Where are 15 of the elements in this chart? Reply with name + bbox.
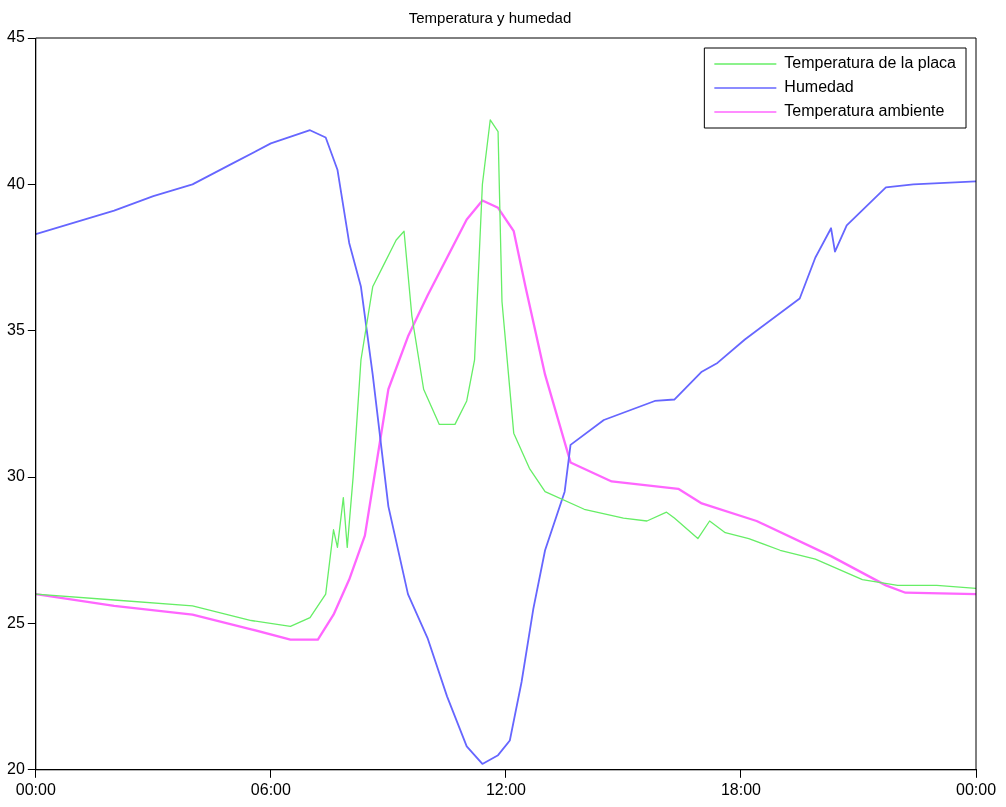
y-tick-label: 20 xyxy=(7,760,25,778)
y-tick-label: 25 xyxy=(7,613,25,631)
y-tick-label: 30 xyxy=(7,467,25,485)
x-tick-label: 00:00 xyxy=(15,780,56,798)
y-tick-label: 45 xyxy=(7,28,25,46)
legend-label: Temperatura ambiente xyxy=(784,102,945,120)
x-tick-label: 06:00 xyxy=(250,780,291,798)
legend-label: Temperatura de la placa xyxy=(784,54,957,72)
y-tick-label: 35 xyxy=(7,321,25,339)
x-tick-label: 00:00 xyxy=(955,780,997,798)
chart-title: Temperatura y humedad xyxy=(408,9,572,27)
x-tick-label: 18:00 xyxy=(720,780,762,798)
x-tick-label: 12:00 xyxy=(485,780,527,798)
legend-label: Humedad xyxy=(784,78,854,96)
y-tick-label: 40 xyxy=(7,174,25,192)
